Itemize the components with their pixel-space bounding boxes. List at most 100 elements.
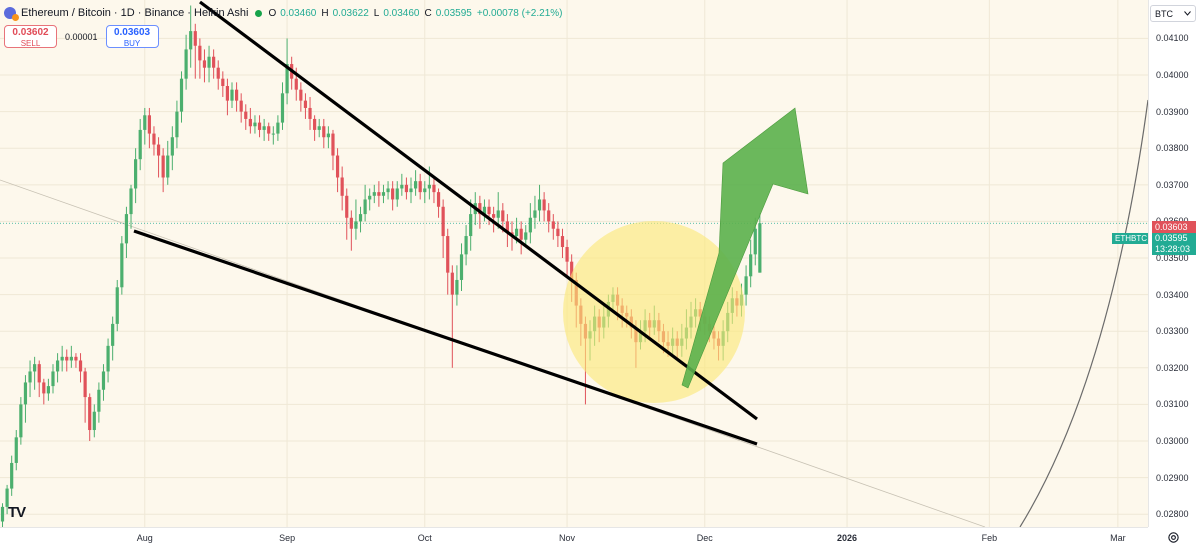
sell-label: SELL: [20, 39, 41, 48]
candle-body: [427, 184, 431, 189]
tradingview-logo-icon[interactable]: TV: [8, 504, 26, 521]
buy-button[interactable]: 0.03603 BUY: [105, 25, 159, 48]
candle-body: [391, 188, 395, 200]
wedge-upper-trendline: [199, 0, 758, 421]
sell-button[interactable]: 0.03602 SELL: [4, 25, 57, 48]
candle-body: [547, 210, 551, 222]
candle-body: [175, 111, 179, 138]
buy-label: BUY: [123, 39, 141, 48]
candle-body: [74, 356, 78, 361]
candle-body: [97, 389, 101, 412]
candle-body: [37, 364, 41, 383]
buy-price: 0.03603: [113, 27, 151, 38]
candle-body: [46, 386, 50, 394]
candle-body: [14, 437, 18, 463]
chart-pane[interactable]: Ethereum / Bitcoin · 1D · Binance · Heik…: [0, 0, 1148, 527]
candle-body: [115, 287, 119, 324]
candle-body: [285, 64, 289, 94]
candle-body: [166, 155, 170, 178]
candle-body: [170, 137, 174, 156]
candle-body: [478, 203, 482, 215]
candle-body: [436, 192, 441, 207]
time-tick-label: 2026: [837, 533, 858, 543]
price-tick-label: 0.03400: [1156, 289, 1189, 300]
open-value: 0.03460: [280, 7, 317, 19]
candle-body: [303, 100, 308, 108]
candle-body: [51, 371, 55, 387]
currency-select[interactable]: BTC: [1150, 5, 1196, 22]
candle-body: [88, 397, 92, 431]
time-axis[interactable]: Aug Sep Oct Nov Dec 2026 Feb Mar: [0, 527, 1148, 550]
candle-body: [239, 100, 243, 112]
candle-body: [469, 214, 473, 237]
candle-body: [455, 279, 459, 295]
candle-body: [147, 115, 151, 134]
time-tick-label: Nov: [559, 533, 576, 543]
candle-body: [92, 411, 96, 431]
sell-price: 0.03602: [12, 27, 49, 38]
candle-body: [65, 356, 69, 361]
candle-body: [542, 199, 546, 211]
low-value: 0.03460: [383, 7, 420, 19]
candle-body: [570, 261, 574, 280]
candle-body: [129, 188, 133, 215]
price-tick-label: 0.03100: [1156, 399, 1189, 410]
price-tick-label: 0.03900: [1156, 106, 1189, 117]
ask-price-tag: 0.03603: [1152, 221, 1196, 233]
candle-body: [331, 133, 335, 156]
time-tick-label: Mar: [1110, 533, 1126, 543]
candle-body: [19, 404, 23, 438]
candle-body: [156, 144, 161, 156]
candle-body: [519, 228, 523, 240]
candle-body: [418, 181, 422, 193]
candle-body: [189, 31, 193, 50]
candle-body: [317, 126, 321, 130]
price-axis[interactable]: 0.04100 0.04000 0.03900 0.03800 0.03700 0.036…: [1148, 0, 1199, 527]
candle-body: [28, 371, 32, 383]
candle-body: [487, 206, 491, 215]
candle-body: [565, 247, 569, 262]
price-tick-label: 0.03300: [1156, 326, 1189, 337]
time-tick-label: Aug: [136, 533, 153, 543]
candle-body: [267, 126, 271, 134]
candle-body: [198, 45, 202, 61]
close-value: 0.03595: [435, 7, 472, 19]
price-tick-label: 0.03000: [1156, 435, 1189, 446]
candle-body: [340, 177, 344, 196]
bar-countdown-tag: 13:28:03: [1152, 244, 1196, 255]
candle-body: [184, 49, 188, 79]
candle-body: [299, 89, 303, 101]
grid-lines: [0, 0, 1148, 527]
candle-body: [225, 86, 230, 101]
chevron-down-icon: [1184, 11, 1191, 16]
candle-body: [322, 126, 326, 138]
trade-buttons: 0.03602 SELL 0.00001 0.03603 BUY: [4, 25, 159, 48]
close-label: C: [424, 7, 432, 19]
candle-body: [409, 188, 413, 193]
spread-value: 0.00001: [65, 31, 98, 42]
candle-body: [0, 506, 5, 522]
candle-body: [400, 184, 404, 189]
high-label: H: [321, 7, 329, 19]
candle-body: [253, 122, 257, 127]
candle-body: [377, 192, 381, 196]
candle-body: [496, 210, 500, 218]
candle-body: [106, 345, 110, 372]
eth-btc-logo-icon: [4, 7, 19, 21]
candle-body: [124, 214, 129, 244]
candle-body: [313, 118, 317, 130]
candle-body: [271, 133, 275, 135]
candle-body: [381, 192, 386, 196]
chart-canvas[interactable]: [0, 0, 1148, 527]
candle-body: [10, 462, 14, 489]
candle-body: [501, 210, 505, 222]
candle-body: [244, 111, 248, 119]
settings-gear-icon[interactable]: [1167, 531, 1180, 544]
price-tick-label: 0.04100: [1156, 33, 1189, 44]
candle-body: [441, 206, 445, 237]
candle-body: [358, 214, 363, 222]
wedge-lower-trendline: [133, 229, 758, 446]
candle-body: [414, 181, 418, 189]
candle-body: [749, 254, 753, 277]
candle-body: [78, 360, 83, 372]
